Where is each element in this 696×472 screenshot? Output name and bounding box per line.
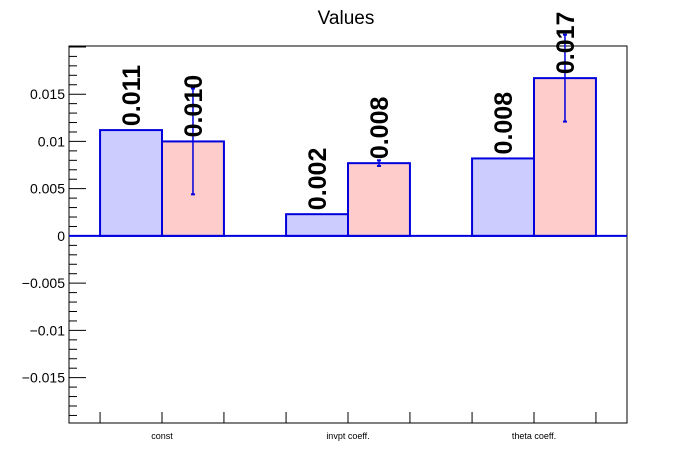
data-label: 0.002: [304, 148, 332, 211]
data-label: 0.011: [118, 65, 146, 126]
bar: [285, 213, 350, 237]
data-label: 0.010: [180, 75, 208, 138]
x-axis: const invpt coeff. theta coeff.: [99, 412, 597, 441]
y-tick-label: 0.01: [38, 133, 65, 149]
bar: [347, 162, 411, 237]
data-label: 0.017: [552, 12, 580, 75]
y-tick-label: −0.015: [22, 370, 65, 386]
data-label: 0.008: [366, 97, 394, 160]
data-labels: 0.011 0.002 0.008 0.010 0.008 0.017: [118, 12, 580, 211]
data-label: 0.008: [490, 92, 518, 155]
y-tick-label: 0.005: [30, 181, 65, 197]
error-bars: [190, 33, 567, 196]
y-tick-label: −0.01: [30, 322, 66, 338]
y-tick-label: −0.005: [22, 275, 65, 291]
x-category-label: theta coeff.: [512, 431, 556, 441]
bar: [471, 157, 536, 237]
x-category-label: invpt coeff.: [326, 431, 369, 441]
y-axis: −0.015 −0.01 −0.005 0 0.005 0.01 0.015: [22, 46, 86, 416]
chart-title: Values: [318, 8, 375, 29]
bar: [99, 129, 163, 237]
bars: [99, 77, 597, 237]
y-tick-label: 0.015: [30, 86, 65, 102]
y-tick-label: 0: [57, 228, 65, 244]
x-category-label: const: [151, 431, 173, 441]
